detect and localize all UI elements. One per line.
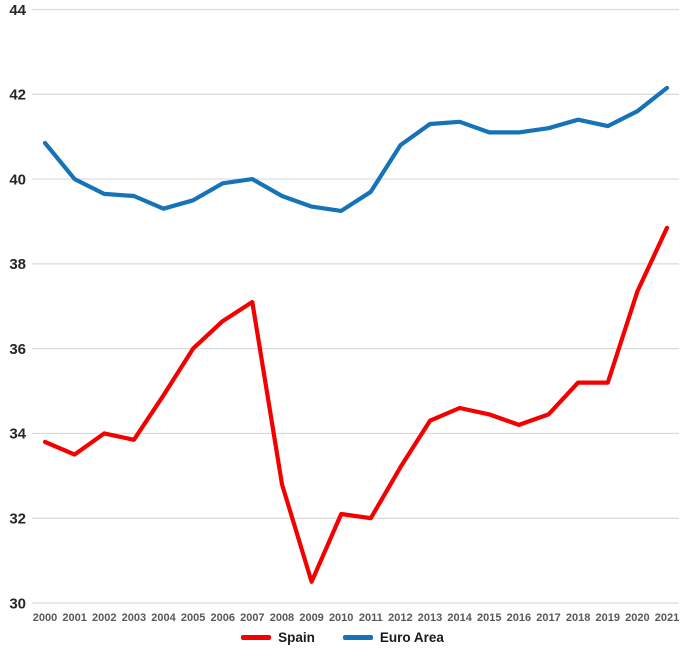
x-axis-tick-label: 2004 [151,612,176,624]
euro-area-line-swatch [342,635,373,640]
x-axis-tick-label: 2000 [33,612,57,624]
x-axis-tick-label: 2014 [447,612,472,624]
legend-item-spain: Spain [241,630,315,645]
x-axis-tick-label: 2006 [210,612,234,624]
euro-area-line [42,85,670,213]
x-axis-tick-label: 2002 [92,612,116,624]
x-axis-tick-label: 2009 [299,612,323,624]
x-axis-tick-label: 2011 [359,612,383,624]
x-axis-tick-label: 2021 [655,612,679,624]
legend: Spain Euro Area [0,630,685,645]
y-axis-tick-label: 38 [9,256,26,273]
y-axis-tick-label: 36 [9,341,26,358]
x-axis-tick-label: 2013 [418,612,442,624]
y-axis-tick-label: 32 [9,510,26,527]
y-axis-tick-label: 42 [9,87,26,104]
x-axis-tick-label: 2007 [240,612,264,624]
y-axis-tick-label: 34 [9,426,26,443]
legend-label-spain: Spain [278,630,315,645]
x-axis-tick-label: 2012 [388,612,412,624]
x-axis-tick-label: 2001 [62,612,86,624]
x-axis-tick-label: 2016 [507,612,531,624]
y-axis-tick-label: 30 [9,595,26,612]
chart-canvas: 30 32 34 36 38 40 42 44 2000 2001 2002 2003 2004 2005… [9,2,679,624]
x-axis-tick-label: 2010 [329,612,353,624]
y-axis-tick-label: 40 [9,171,26,188]
x-axis-tick-label: 2017 [536,612,560,624]
y-axis-tick-label: 44 [9,2,26,19]
x-axis-tick-label: 2005 [181,612,205,624]
x-axis-tick-label: 2003 [122,612,146,624]
x-axis-tick-label: 2015 [477,612,501,624]
legend-label-euro-area: Euro Area [379,630,444,645]
x-axis-tick-label: 2018 [566,612,590,624]
x-axis-tick-label: 2019 [596,612,620,624]
spain-line [42,225,670,584]
x-axis-tick-label: 2020 [625,612,649,624]
legend-item-euro-area: Euro Area [342,630,444,645]
spain-line-swatch [241,635,272,640]
x-axis-tick-label: 2008 [270,612,294,624]
